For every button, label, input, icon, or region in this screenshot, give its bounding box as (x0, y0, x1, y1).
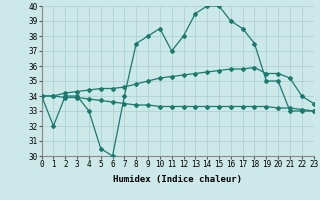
X-axis label: Humidex (Indice chaleur): Humidex (Indice chaleur) (113, 175, 242, 184)
